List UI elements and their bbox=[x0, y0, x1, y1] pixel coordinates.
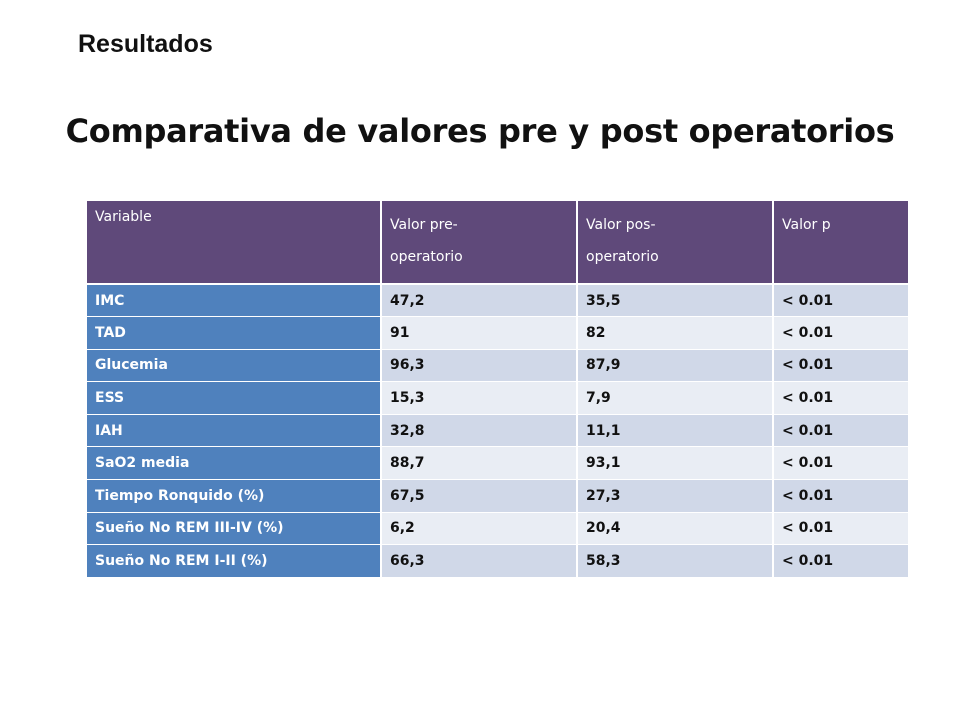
header-p-value: Valor p bbox=[773, 201, 908, 284]
pre-value-cell: 88,7 bbox=[381, 446, 578, 481]
table-row: IMC 47,2 35,5 < 0.01 bbox=[87, 284, 908, 318]
p-value-cell: < 0.01 bbox=[773, 446, 908, 481]
variable-cell: IMC bbox=[87, 284, 382, 318]
header-variable: Variable bbox=[87, 201, 382, 284]
header-post-operative: Valor pos-operatorio bbox=[577, 201, 774, 284]
pre-value-cell: 91 bbox=[381, 316, 578, 350]
post-value-cell: 7,9 bbox=[577, 381, 774, 415]
post-value-cell: 27,3 bbox=[577, 479, 774, 513]
p-value-cell: < 0.01 bbox=[773, 479, 908, 513]
table-row: Tiempo Ronquido (%) 67,5 27,3 < 0.01 bbox=[87, 479, 908, 513]
table-header-row: Variable Valor pre-operatorio Valor pos-… bbox=[87, 201, 908, 284]
variable-cell: Sueño No REM III-IV (%) bbox=[87, 512, 382, 546]
table-row: SaO2 media 88,7 93,1 < 0.01 bbox=[87, 446, 908, 481]
pre-value-cell: 66,3 bbox=[381, 544, 578, 578]
p-value-cell: < 0.01 bbox=[773, 381, 908, 415]
variable-cell: Sueño No REM I-II (%) bbox=[87, 544, 382, 578]
variable-cell: SaO2 media bbox=[87, 446, 382, 481]
table-row: IAH 32,8 11,1 < 0.01 bbox=[87, 414, 908, 448]
post-value-cell: 82 bbox=[577, 316, 774, 350]
slide-title: Comparativa de valores pre y post operat… bbox=[65, 112, 895, 150]
header-pre-operative: Valor pre-operatorio bbox=[381, 201, 578, 284]
pre-value-cell: 6,2 bbox=[381, 512, 578, 546]
post-value-cell: 87,9 bbox=[577, 349, 774, 383]
post-value-cell: 20,4 bbox=[577, 512, 774, 546]
post-value-cell: 11,1 bbox=[577, 414, 774, 448]
pre-value-cell: 47,2 bbox=[381, 284, 578, 318]
table-row: Glucemia 96,3 87,9 < 0.01 bbox=[87, 349, 908, 383]
variable-cell: ESS bbox=[87, 381, 382, 415]
p-value-cell: < 0.01 bbox=[773, 544, 908, 578]
table-row: TAD 91 82 < 0.01 bbox=[87, 316, 908, 350]
variable-cell: Glucemia bbox=[87, 349, 382, 383]
variable-cell: TAD bbox=[87, 316, 382, 350]
p-value-cell: < 0.01 bbox=[773, 414, 908, 448]
post-value-cell: 93,1 bbox=[577, 446, 774, 481]
pre-value-cell: 67,5 bbox=[381, 479, 578, 513]
pre-value-cell: 15,3 bbox=[381, 381, 578, 415]
table-row: ESS 15,3 7,9 < 0.01 bbox=[87, 381, 908, 415]
section-label: Resultados bbox=[78, 30, 213, 58]
variable-cell: Tiempo Ronquido (%) bbox=[87, 479, 382, 513]
post-value-cell: 58,3 bbox=[577, 544, 774, 578]
p-value-cell: < 0.01 bbox=[773, 349, 908, 383]
p-value-cell: < 0.01 bbox=[773, 512, 908, 546]
results-table: Variable Valor pre-operatorio Valor pos-… bbox=[87, 201, 908, 578]
table-row: Sueño No REM I-II (%) 66,3 58,3 < 0.01 bbox=[87, 544, 908, 578]
table-row: Sueño No REM III-IV (%) 6,2 20,4 < 0.01 bbox=[87, 512, 908, 546]
pre-value-cell: 32,8 bbox=[381, 414, 578, 448]
pre-value-cell: 96,3 bbox=[381, 349, 578, 383]
post-value-cell: 35,5 bbox=[577, 284, 774, 318]
variable-cell: IAH bbox=[87, 414, 382, 448]
p-value-cell: < 0.01 bbox=[773, 316, 908, 350]
p-value-cell: < 0.01 bbox=[773, 284, 908, 318]
